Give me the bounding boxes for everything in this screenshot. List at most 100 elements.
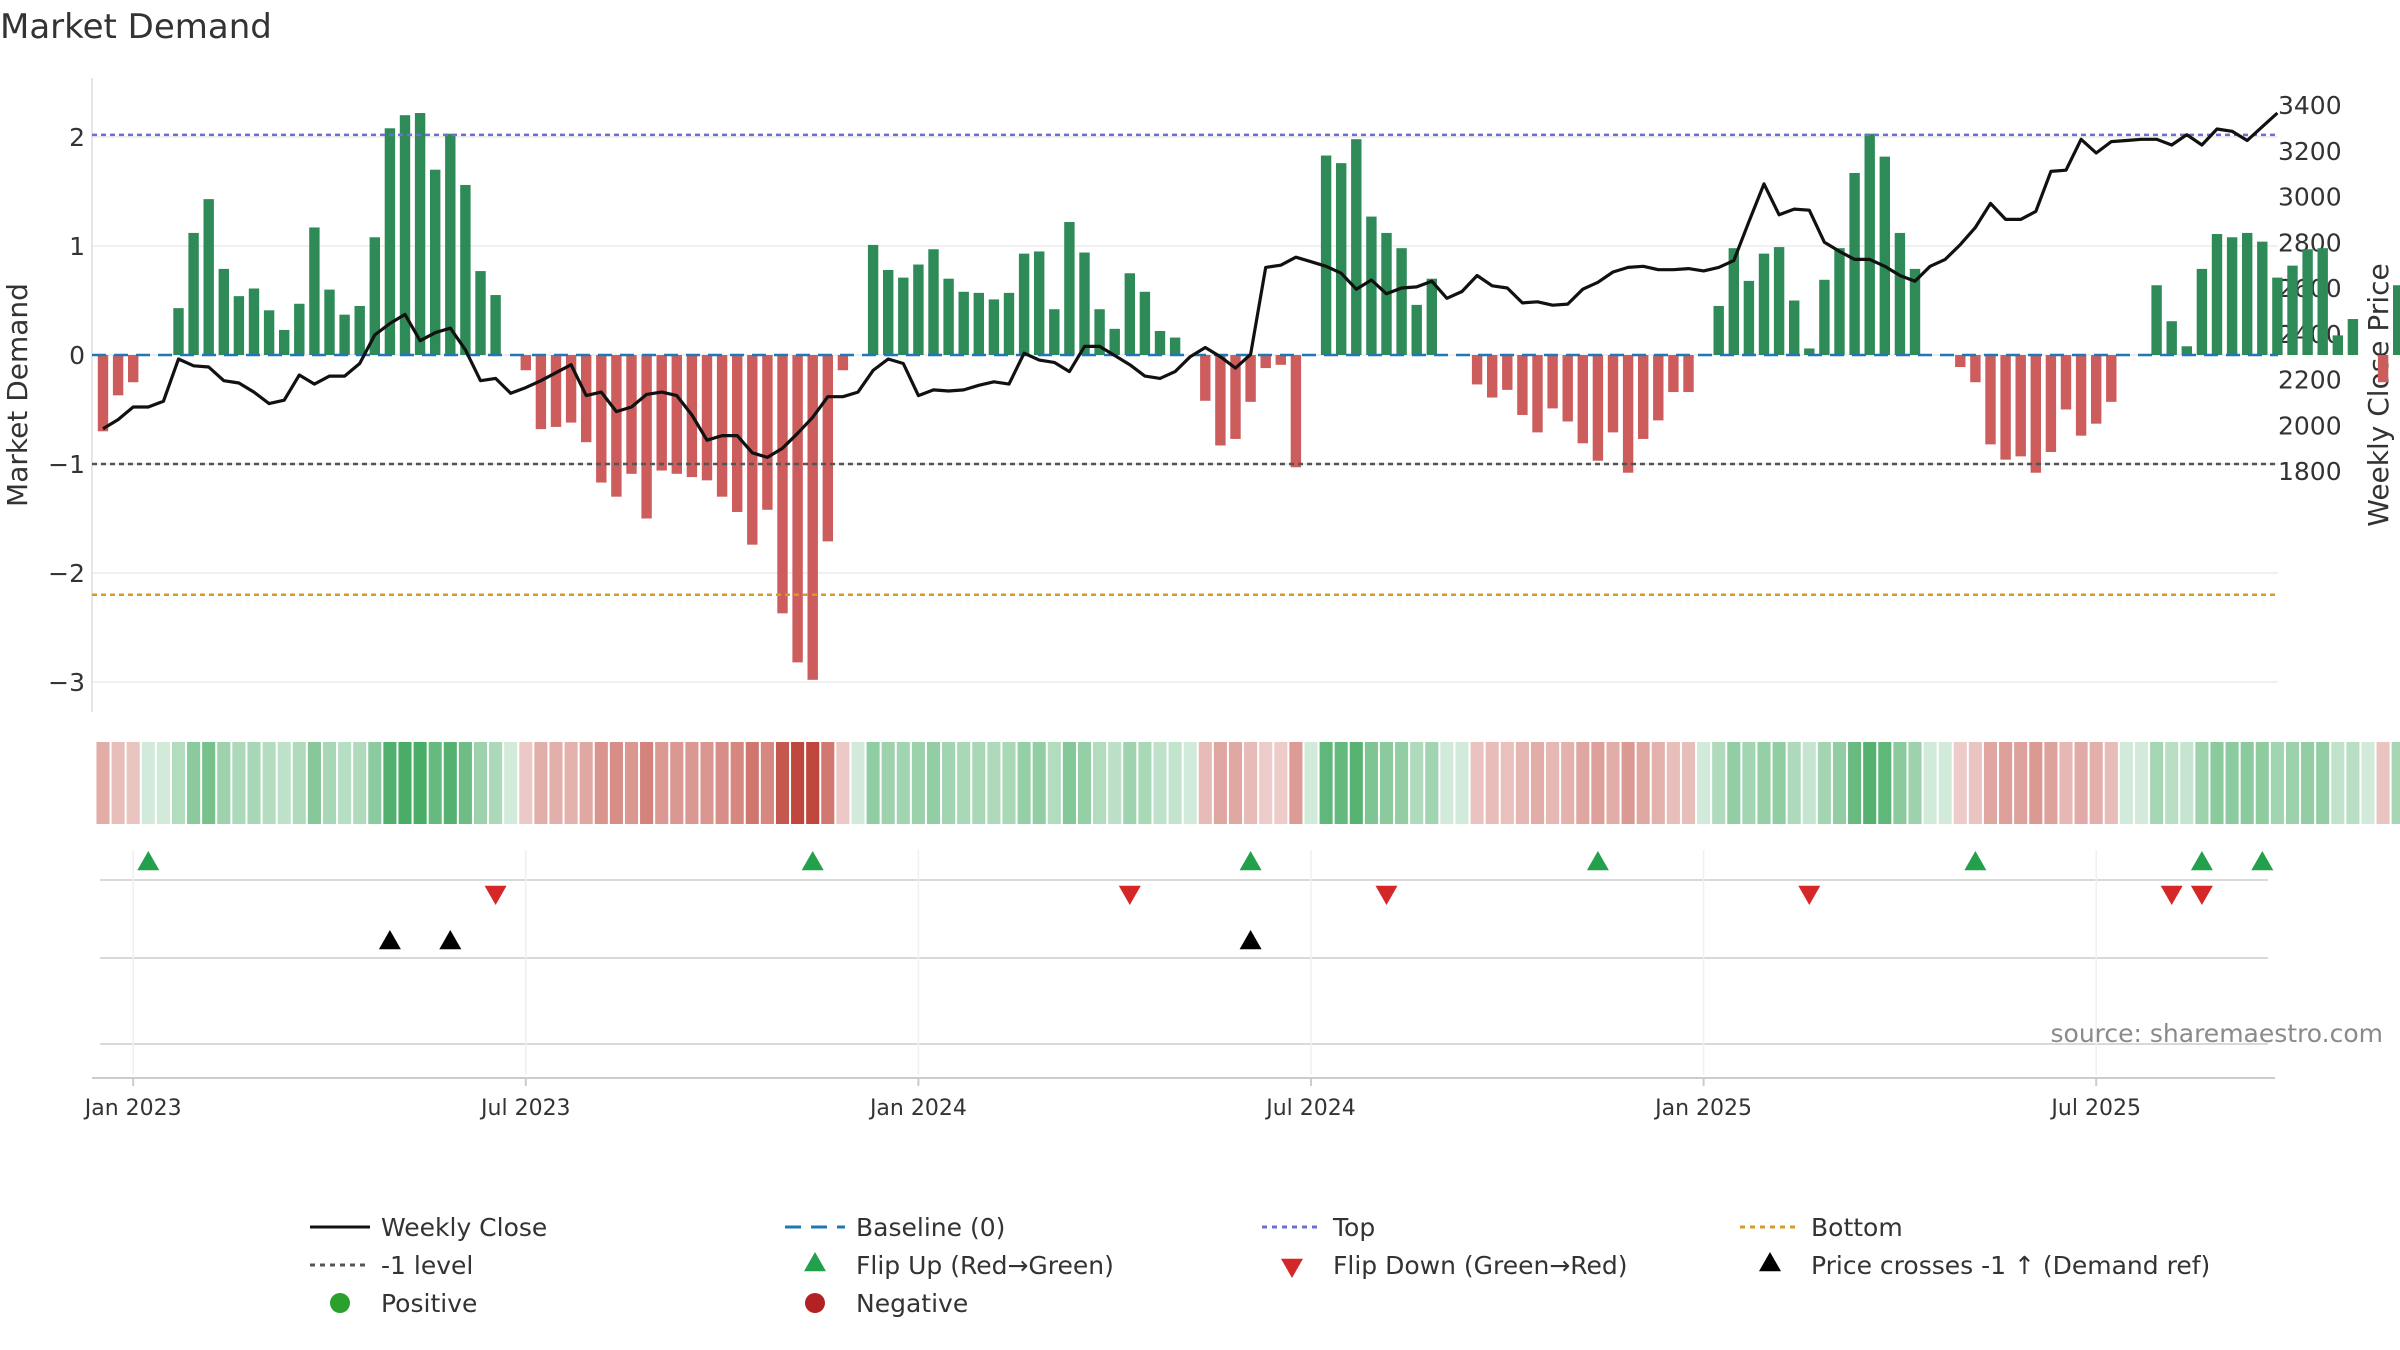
positive-bar <box>173 308 184 355</box>
heat-cell <box>2150 742 2164 824</box>
heat-cell <box>2316 742 2330 824</box>
negative-bar <box>1607 355 1619 433</box>
positive-bar <box>958 291 969 355</box>
positive-bar <box>248 288 260 355</box>
chart-title: Market Demand <box>0 7 272 47</box>
heat-cell <box>1757 742 1771 824</box>
positive-bar <box>1743 280 1755 355</box>
heat-cell <box>2210 742 2224 824</box>
positive-bar <box>203 199 214 355</box>
flip-down-marker <box>1798 885 1821 905</box>
negative-bar <box>1622 355 1634 473</box>
negative-bar <box>1245 355 1256 402</box>
positive-bar <box>263 310 275 355</box>
positive-bar <box>1411 304 1422 355</box>
demand-heat-strip <box>96 742 2400 824</box>
heat-cell <box>972 742 986 824</box>
negative-bar <box>2000 355 2011 460</box>
positive-bar <box>1834 248 1845 355</box>
heat-cell <box>171 742 186 824</box>
y-tick-label: 0 <box>69 341 85 370</box>
y2-tick-label: 3400 <box>2278 91 2342 120</box>
negative-bar <box>762 355 773 510</box>
positive-bar <box>1154 331 1166 355</box>
heat-cell <box>821 742 835 824</box>
heat-cell <box>1636 742 1650 824</box>
negative-bar <box>535 355 547 430</box>
heat-cell <box>262 742 276 824</box>
negative-bar <box>1200 355 1211 401</box>
legend-swatch <box>804 1252 826 1272</box>
negative-bar <box>822 355 833 542</box>
positive-bar <box>369 237 380 355</box>
positive-bar <box>2317 248 2328 355</box>
heat-cell <box>458 742 472 824</box>
heat-cell <box>1470 742 1484 824</box>
positive-bar <box>218 268 229 355</box>
negative-bar <box>520 355 531 371</box>
heat-cell <box>1606 742 1620 824</box>
legend-item: Negative <box>805 1289 968 1318</box>
negative-bar <box>1985 355 1996 445</box>
positive-bar <box>1426 278 1437 355</box>
heat-cell <box>1681 742 1696 824</box>
positive-bar <box>279 329 290 355</box>
negative-bar <box>716 355 728 497</box>
y2-tick-label: 3000 <box>2278 183 2342 212</box>
positive-bar <box>2393 285 2400 355</box>
negative-bar <box>732 355 743 512</box>
negative-bar <box>2091 355 2102 424</box>
negative-bar <box>2030 355 2041 473</box>
heat-cell <box>2029 742 2043 824</box>
heat-cell <box>1198 742 1212 824</box>
negative-bar <box>550 355 562 427</box>
heat-cell <box>2134 742 2149 824</box>
legend-swatch <box>330 1293 350 1313</box>
positive-bar <box>430 169 441 355</box>
heat-cell <box>1259 742 1273 824</box>
heat-cell <box>2014 742 2028 824</box>
y2-tick-label: 2200 <box>2278 366 2342 395</box>
heat-cell <box>700 742 714 824</box>
x-tick-label: Jul 2025 <box>2049 1096 2141 1121</box>
positive-bar <box>475 271 486 355</box>
flip-down-marker <box>2190 885 2213 905</box>
heat-cell <box>2119 742 2133 824</box>
heat-cell <box>504 742 518 824</box>
negative-bar <box>2060 355 2072 410</box>
legend-label: Top <box>1332 1213 1375 1242</box>
positive-bar <box>339 314 350 355</box>
heat-cell <box>1983 742 1998 824</box>
heat-cell <box>836 742 850 824</box>
positive-bar <box>1396 248 1407 355</box>
heat-cell <box>1802 742 1816 824</box>
positive-bar <box>233 296 245 355</box>
positive-bar <box>2151 285 2162 355</box>
negative-bar <box>2075 355 2087 436</box>
heat-cell <box>2361 742 2375 824</box>
source-credit: source: sharemaestro.com <box>2051 1019 2384 1048</box>
positive-bar <box>928 249 939 355</box>
heat-cell <box>1395 742 1409 824</box>
heat-cell <box>232 742 246 824</box>
negative-bar <box>1562 355 1573 422</box>
negative-bar <box>747 355 758 545</box>
heat-cell <box>1168 742 1182 824</box>
heat-cell <box>942 742 956 824</box>
negative-bar <box>1260 355 1271 369</box>
positive-bar <box>1879 156 1890 355</box>
negative-bar <box>565 355 577 423</box>
heat-cell <box>398 742 412 824</box>
heat-cell <box>866 742 880 824</box>
negative-bar <box>1970 355 1981 383</box>
flip-up-marker <box>2251 851 2274 871</box>
positive-bar <box>2347 319 2359 355</box>
positive-bar <box>2242 232 2253 355</box>
heat-cell <box>1093 742 1107 824</box>
heat-cell <box>670 742 684 824</box>
positive-bar <box>2257 241 2268 355</box>
y-tick-label: 1 <box>69 232 85 261</box>
negative-bar <box>1487 355 1498 398</box>
heat-cell <box>1138 742 1152 824</box>
positive-bar <box>1079 252 1090 355</box>
